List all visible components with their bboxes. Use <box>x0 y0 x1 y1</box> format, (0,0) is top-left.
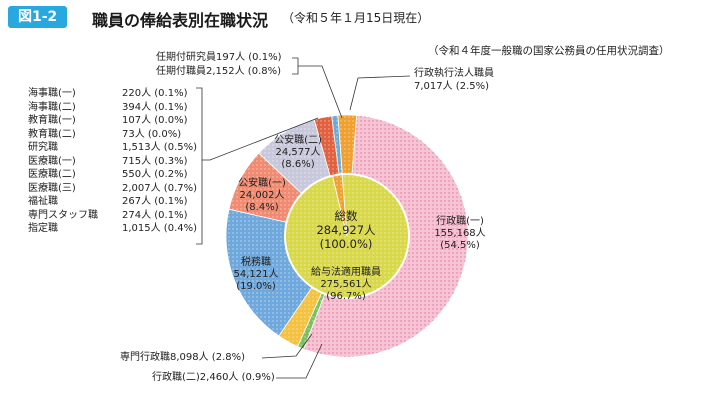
small-group-name: 医療職(三) <box>28 182 76 194</box>
small-group-name: 海事職(二) <box>28 101 76 113</box>
koan1-name: 公安職(一) <box>238 178 286 189</box>
senmon-leader <box>261 333 313 359</box>
small-group-name: 福祉職 <box>28 196 58 207</box>
small-group-name: 医療職(二) <box>28 169 76 180</box>
chart-title: 職員の俸給表別在職状況 <box>92 11 269 30</box>
small-group-value: 73人 (0.0%) <box>122 128 182 140</box>
slice-texture-gyoseiichi <box>303 115 468 357</box>
koan2-pct: (8.6%) <box>281 159 315 170</box>
koan2-value: 24,577人 <box>275 147 321 158</box>
total-pct: (100.0%) <box>319 237 373 251</box>
small-group-name: 研究職 <box>28 142 58 153</box>
small-group-name: 教育職(一) <box>28 115 76 126</box>
small-group-value: 715人 (0.3%) <box>122 155 188 167</box>
figure-badge: 図1-2 <box>8 6 68 28</box>
ninki-label-2: 任期付職員2,152人 (0.8%) <box>156 66 282 77</box>
gyoseihojin-value: 7,017人 (2.5%) <box>414 81 490 92</box>
zeimu-value: 54,121人 <box>233 269 279 280</box>
zeimu-name: 税務職 <box>241 257 271 268</box>
small-group-value: 1,513人 (0.5%) <box>122 142 198 153</box>
small-group-value: 550人 (0.2%) <box>122 169 188 180</box>
gyosei2-leader <box>276 343 323 379</box>
slice-texture-gyosei2 <box>297 292 325 350</box>
slice-texture-zeimu <box>225 209 313 336</box>
zeimu-pct: (19.0%) <box>236 281 276 292</box>
left-list-bracket <box>196 87 203 245</box>
slice-texture-senmon <box>278 287 322 347</box>
koan1-value: 24,002人 <box>239 190 285 201</box>
small-groups-list: 海事職(一) 220人 (0.1%) 海事職(二) 394人 (0.1%) 教育職(一)… <box>28 87 197 236</box>
small-group-value: 1,015人 (0.4%) <box>122 223 198 234</box>
koan2-name: 公安職(二) <box>274 135 322 146</box>
small-group-row: 教育職(二) 73人 (0.0%) <box>28 128 197 142</box>
small-group-row: 指定職 1,015人 (0.4%) <box>28 222 197 236</box>
slice-texture-koan2 <box>258 119 331 194</box>
small-group-row: 医療職(二) 550人 (0.2%) <box>28 168 197 182</box>
small-group-row: 医療職(三) 2,007人 (0.7%) <box>28 182 197 196</box>
small-group-row: 海事職(一) 220人 (0.1%) <box>28 87 197 101</box>
inner-main-name: 給与法適用職員 <box>311 267 381 278</box>
total-title: 総数 <box>334 209 358 223</box>
ninki-leader <box>298 65 343 119</box>
slice-texture-small <box>314 115 340 177</box>
gyoseihojin-leader <box>349 75 411 111</box>
small-group-row: 教育職(一) 107人 (0.0%) <box>28 114 197 128</box>
gyoseiichi-value: 155,168人 <box>434 228 486 239</box>
small-group-value: 2,007人 (0.7%) <box>122 182 198 194</box>
small-group-value: 394人 (0.1%) <box>122 101 188 113</box>
gyoseiichi-label: 行政職(一) 155,168人 (54.5%) <box>428 216 492 252</box>
small-group-row: 海事職(二) 394人 (0.1%) <box>28 101 197 115</box>
slice-texture-gyoseihojin <box>332 174 347 236</box>
small-group-name: 教育職(二) <box>28 128 76 140</box>
chart-source: （令和４年度一般職の国家公務員の任用状況調査） <box>428 45 670 57</box>
left-list-leader <box>202 117 319 161</box>
ninki-label-1: 任期付研究員197人 (0.1%) <box>156 52 282 63</box>
ninki-bracket <box>292 57 299 75</box>
koan1-pct: (8.4%) <box>245 202 279 213</box>
gyoseihojin-name: 行政執行法人職員 <box>414 68 494 79</box>
small-group-name: 海事職(一) <box>28 88 76 99</box>
gyoseiichi-name: 行政職(一) <box>436 216 484 227</box>
senmon-label: 専門行政職8,098人 (2.8%) <box>120 352 246 363</box>
koan2-label: 公安職(二) 24,577人 (8.6%) <box>262 135 334 171</box>
small-group-value: 267人 (0.1%) <box>122 196 188 207</box>
small-group-row: 研究職 1,513人 (0.5%) <box>28 141 197 155</box>
inner-main-label: 給与法適用職員 275,561人 (96.7%) <box>306 267 386 303</box>
small-group-name: 指定職 <box>28 223 58 234</box>
gyosei2-label: 行政職(二)2,460人 (0.9%) <box>152 372 275 383</box>
inner-ring-border <box>284 173 410 299</box>
small-group-row: 専門スタッフ職 274人 (0.1%) <box>28 209 197 223</box>
small-group-value: 107人 (0.0%) <box>122 115 188 126</box>
koan1-label: 公安職(一) 24,002人 (8.4%) <box>230 178 294 214</box>
slice-texture-koan1 <box>229 153 302 223</box>
slice-texture-gyoseihojin <box>337 115 357 175</box>
small-group-name: 専門スタッフ職 <box>28 209 98 221</box>
inner-main-value: 275,561人 <box>320 279 372 290</box>
small-group-value: 220人 (0.1%) <box>122 88 188 99</box>
total-label: 総数 284,927人 (100.0%) <box>310 209 382 251</box>
small-group-row: 福祉職 267人 (0.1%) <box>28 195 197 209</box>
total-value: 284,927人 <box>316 223 376 237</box>
zeimu-label: 税務職 54,121人 (19.0%) <box>228 257 284 293</box>
chart-subtitle: （令和５年１月15日現在） <box>282 11 430 25</box>
inner-main-pct: (96.7%) <box>326 291 366 302</box>
small-group-row: 医療職(一) 715人 (0.3%) <box>28 155 197 169</box>
small-group-value: 274人 (0.1%) <box>122 209 188 221</box>
gyoseiichi-pct: (54.5%) <box>440 240 480 251</box>
slice-texture-ninki <box>331 115 343 175</box>
small-group-name: 医療職(一) <box>28 155 76 167</box>
